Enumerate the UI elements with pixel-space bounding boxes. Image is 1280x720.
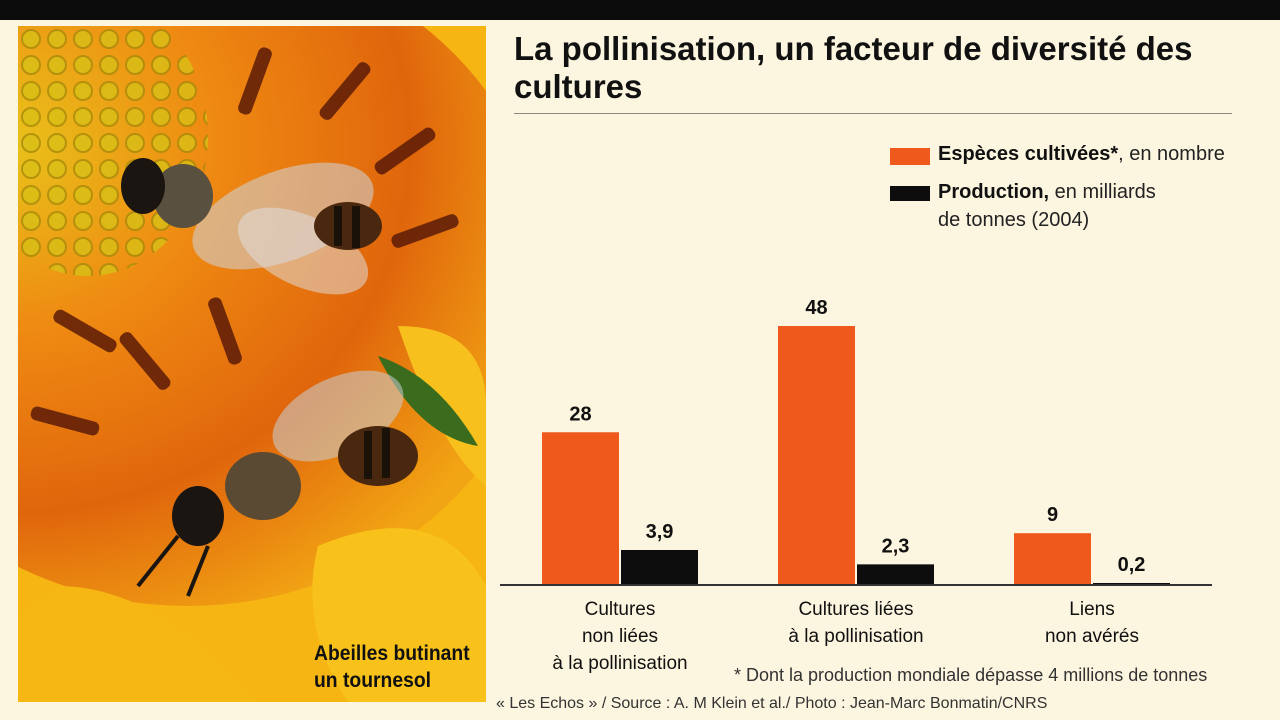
value-label-production-2: 0,2 bbox=[1118, 554, 1146, 576]
category-label-2-0: Liens bbox=[1069, 599, 1114, 620]
chart-legend: Espèces cultivées*, en nombre Production… bbox=[890, 140, 1270, 238]
legend-production-bold: Production, bbox=[938, 181, 1050, 203]
chart-title: La pollinisation, un facteur de diversit… bbox=[514, 30, 1193, 105]
bar-production-1 bbox=[857, 564, 934, 585]
legend-species-bold: Espèces cultivées* bbox=[938, 143, 1119, 165]
source-credit: « Les Echos » / Source : A. M Klein et a… bbox=[496, 695, 1048, 712]
top-black-bar bbox=[0, 0, 1280, 20]
category-label-0-1: non liées bbox=[582, 626, 658, 647]
value-label-species-1: 48 bbox=[805, 297, 827, 319]
footnote: * Dont la production mondiale dépasse 4 … bbox=[734, 665, 1208, 685]
bar-species-0 bbox=[542, 432, 619, 585]
photo-caption-line1: Abeilles butinant bbox=[314, 642, 470, 665]
category-label-1-0: Cultures liées bbox=[798, 599, 913, 620]
photo-caption: Abeilles butinant un tournesol bbox=[314, 640, 484, 694]
photo-illustration bbox=[18, 26, 486, 702]
bar-production-0 bbox=[621, 550, 698, 585]
category-label-2-1: non avérés bbox=[1045, 626, 1139, 647]
bar-species-1 bbox=[778, 326, 855, 585]
legend-item-production: Production, en milliards de tonnes (2004… bbox=[890, 178, 1270, 238]
category-label-1-1: à la pollinisation bbox=[788, 626, 923, 647]
bar-species-2 bbox=[1014, 533, 1091, 585]
bar-chart: 28 3,9 Cultures non liées à la pollinisation… bbox=[490, 120, 1270, 680]
legend-text-species: Espèces cultivées*, en nombre bbox=[938, 140, 1225, 168]
value-label-production-0: 3,9 bbox=[646, 521, 674, 543]
title-divider bbox=[514, 113, 1232, 114]
photo-caption-line2: un tournesol bbox=[314, 669, 431, 692]
legend-swatch-species bbox=[890, 148, 930, 165]
value-label-production-1: 2,3 bbox=[882, 535, 910, 557]
legend-production-line2: de tonnes (2004) bbox=[938, 209, 1090, 231]
value-label-species-2: 9 bbox=[1047, 504, 1058, 526]
category-label-0-2: à la pollinisation bbox=[552, 653, 687, 674]
legend-production-rest: en milliards bbox=[1049, 181, 1156, 203]
legend-text-production: Production, en milliards de tonnes (2004… bbox=[938, 178, 1156, 234]
legend-swatch-production bbox=[890, 186, 930, 201]
bee-sunflower-photo: Abeilles butinant un tournesol bbox=[18, 26, 486, 702]
value-label-species-0: 28 bbox=[569, 403, 591, 425]
category-label-0-0: Cultures bbox=[585, 599, 656, 620]
legend-species-rest: , en nombre bbox=[1118, 143, 1225, 165]
bar-chart-svg: 28 3,9 Cultures non liées à la pollinisation… bbox=[500, 297, 1212, 674]
legend-item-species: Espèces cultivées*, en nombre bbox=[890, 140, 1270, 170]
